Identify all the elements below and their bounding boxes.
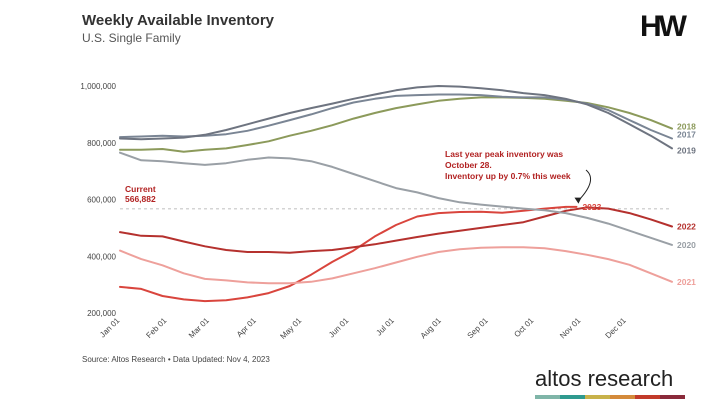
series-line-2022 (119, 206, 673, 254)
series-label-2023: 2023 (582, 202, 601, 212)
current-label: Current (125, 184, 156, 194)
brand-color-swatch (560, 395, 585, 399)
current-value-label: 566,882 (125, 194, 156, 204)
series-line-2023 (119, 205, 578, 303)
x-tick-label: Mar 01 (187, 316, 211, 340)
x-tick-label: Nov 01 (558, 316, 583, 341)
series-label-2021: 2021 (677, 277, 696, 287)
x-tick-label: Jun 01 (327, 316, 351, 340)
y-axis: 200,000 400,000 600,000 800,000 1,000,000 (80, 82, 116, 318)
x-tick-label: Apr 01 (235, 316, 258, 339)
annotation-line: Last year peak inventory was (445, 149, 563, 159)
x-tick-label: Oct 01 (512, 316, 535, 339)
y-tick-label: 800,000 (87, 139, 116, 148)
brand-color-swatch (660, 395, 685, 399)
annotation-line: Inventory up by 0.7% this week (445, 171, 571, 181)
x-tick-label: Jan 01 (98, 316, 122, 340)
brand-color-swatch (585, 395, 610, 399)
x-tick-label: Jul 01 (374, 316, 396, 338)
series-lines (119, 85, 673, 303)
x-tick-label: Feb 01 (144, 316, 168, 340)
brand-color-swatch (635, 395, 660, 399)
x-tick-label: Aug 01 (419, 316, 444, 341)
brand-word-altos: altos (535, 366, 582, 391)
series-line-2021 (119, 246, 673, 285)
x-tick-label: Sep 01 (466, 316, 491, 341)
annotation-arrow (578, 169, 592, 201)
y-tick-label: 200,000 (87, 309, 116, 318)
y-tick-label: 1,000,000 (80, 82, 116, 91)
y-tick-label: 600,000 (87, 196, 116, 205)
series-line-2019 (119, 85, 673, 150)
brand-color-swatch (535, 395, 560, 399)
altos-research-logo: altos research (535, 366, 673, 392)
annotation-arrowhead (574, 197, 582, 204)
series-label-2017: 2017 (677, 129, 696, 139)
chart-subtitle: U.S. Single Family (82, 31, 181, 45)
series-label-2022: 2022 (677, 221, 696, 231)
brand-color-bar (535, 395, 685, 399)
housingwire-logo: HW (640, 10, 687, 43)
brand-color-swatch (610, 395, 635, 399)
series-line-2020 (119, 151, 673, 246)
y-tick-label: 400,000 (87, 252, 116, 261)
x-tick-label: Dec 01 (604, 316, 629, 341)
chart-title: Weekly Available Inventory (82, 12, 275, 29)
series-label-2019: 2019 (677, 145, 696, 155)
x-axis: Jan 01 Feb 01 Mar 01 Apr 01 May 01 Jun 01 Jul … (98, 316, 628, 341)
source-note: Source: Altos Research • Data Updated: N… (82, 355, 270, 364)
series-line-2017 (119, 93, 673, 140)
series-label-2020: 2020 (677, 240, 696, 250)
x-tick-label: May 01 (278, 316, 303, 341)
annotation-line: October 28. (445, 160, 492, 170)
brand-word-research: research (587, 366, 674, 391)
series-label-2018: 2018 (677, 122, 696, 132)
